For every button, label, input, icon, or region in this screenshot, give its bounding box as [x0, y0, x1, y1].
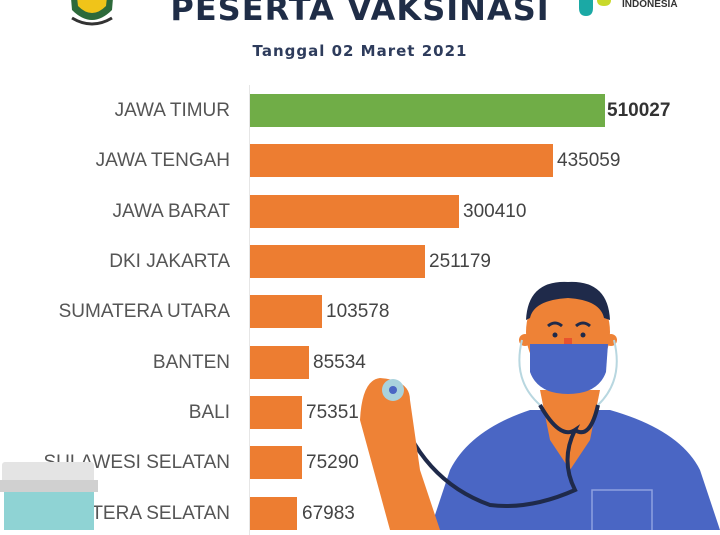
bar — [250, 497, 297, 530]
value-label: 103578 — [326, 301, 390, 322]
bar — [250, 245, 425, 278]
value-label: 435059 — [557, 150, 621, 171]
bar — [250, 446, 302, 479]
category-label: SUMATERA SELATAN — [37, 503, 230, 524]
bar — [250, 396, 302, 429]
ministry-logo — [575, 0, 625, 24]
category-label: JAWA TIMUR — [114, 100, 230, 121]
value-label: 75351 — [306, 402, 359, 423]
category-label: SUMATERA UTARA — [58, 301, 230, 322]
bar-row: BALI 75351 — [0, 396, 720, 430]
category-label: BALI — [188, 402, 230, 423]
ministry-logo-text: INDONESIA — [622, 0, 678, 10]
category-label: DKI JAKARTA — [109, 251, 230, 272]
bar-row: SULAWESI SELATAN 75290 — [0, 446, 720, 480]
value-label: 75290 — [306, 452, 359, 473]
y-axis-line — [249, 85, 250, 535]
bar-row: JAWA BARAT 300410 — [0, 195, 720, 229]
bar-row: SUMATERA SELATAN 67983 — [0, 497, 720, 531]
value-label: 67983 — [302, 503, 355, 524]
category-label: JAWA TENGAH — [95, 150, 230, 171]
bar — [250, 346, 309, 379]
bar — [250, 295, 322, 328]
category-label: BANTEN — [152, 352, 230, 373]
value-label: 251179 — [429, 251, 491, 272]
bar — [250, 195, 459, 228]
value-label: 510027 — [607, 100, 671, 121]
bar-row: BANTEN 85534 — [0, 346, 720, 380]
bar-highlight — [250, 94, 605, 127]
bar-row: JAWA TENGAH 435059 — [0, 144, 720, 178]
category-label: JAWA BARAT — [112, 201, 230, 222]
date-subtitle: Tanggal 02 Maret 2021 — [252, 42, 468, 60]
value-label: 300410 — [463, 201, 527, 222]
provincial-emblem-logo — [62, 0, 122, 30]
category-label: SULAWESI SELATAN — [43, 452, 230, 473]
bar-row: JAWA TIMUR 510027 — [0, 94, 720, 128]
page-title: PESERTA VAKSINASI — [170, 0, 550, 28]
bar-chart: JAWA TIMUR 510027 JAWA TENGAH 435059 JAW… — [0, 80, 720, 535]
bar-row: DKI JAKARTA 251179 — [0, 245, 720, 279]
bar — [250, 144, 553, 177]
bar-row: SUMATERA UTARA 103578 — [0, 295, 720, 329]
value-label: 85534 — [313, 352, 366, 373]
